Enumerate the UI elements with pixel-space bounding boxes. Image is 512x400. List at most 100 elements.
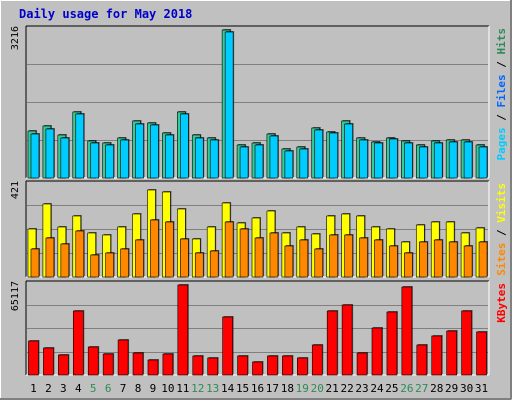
bar-files-day-27	[418, 146, 428, 179]
bar-files-day-25	[389, 138, 398, 179]
bar-files-day-24	[374, 142, 383, 179]
bar-kbytes-day-6	[102, 353, 114, 376]
bar-sites-day-5	[90, 254, 100, 278]
x-tick-label: 21	[326, 382, 339, 395]
bar-files-day-20	[314, 129, 324, 179]
bar-files-day-3	[60, 137, 70, 179]
bar-sites-day-17	[269, 232, 279, 278]
bar-files-day-23	[359, 139, 368, 179]
panel-kbytes: 65117 KBytes	[10, 280, 508, 376]
bar-files-day-4	[75, 113, 85, 179]
bar-sites-day-21	[329, 234, 338, 278]
bar-kbytes-day-5	[87, 346, 99, 376]
bar-files-day-31	[478, 146, 488, 179]
bar-kbytes-day-15	[237, 355, 248, 376]
x-tick-label: 4	[75, 382, 82, 395]
x-tick-label: 31	[475, 382, 488, 395]
x-tick-label: 24	[370, 382, 384, 395]
bar-files-day-15	[239, 146, 249, 179]
bar-kbytes-day-13	[207, 357, 218, 376]
x-tick-label: 29	[445, 382, 458, 395]
panel-max-label: 3216	[10, 26, 21, 50]
bar-sites-day-4	[75, 230, 85, 278]
panel-legend: Pages / Files / Hits	[495, 28, 508, 161]
bar-kbytes-day-7	[117, 339, 129, 376]
bar-sites-day-6	[105, 252, 114, 278]
bar-kbytes-day-3	[58, 354, 69, 376]
chart-title: Daily usage for May 2018	[19, 7, 192, 21]
bar-kbytes-day-21	[326, 310, 338, 376]
bar-kbytes-day-1	[28, 340, 39, 376]
x-tick-label: 7	[120, 382, 127, 395]
x-tick-label: 16	[251, 382, 264, 395]
bar-sites-day-9	[150, 219, 159, 278]
bar-kbytes-day-16	[252, 361, 263, 376]
bar-files-day-13	[209, 139, 219, 179]
bar-sites-day-18	[284, 245, 294, 278]
bar-kbytes-day-19	[297, 357, 308, 376]
bar-sites-day-25	[389, 245, 398, 278]
x-tick-label: 23	[355, 382, 368, 395]
bar-sites-day-1	[30, 248, 40, 278]
bar-sites-day-30	[463, 245, 473, 278]
bar-sites-day-3	[60, 243, 70, 278]
x-tick-label: 10	[161, 382, 174, 395]
legend-text: /	[495, 55, 508, 75]
bar-sites-day-31	[478, 241, 488, 278]
bar-sites-day-8	[135, 239, 144, 278]
x-tick-label: 5	[90, 382, 97, 395]
legend-text: /	[495, 108, 508, 128]
x-tick-label: 26	[400, 382, 413, 395]
bar-kbytes-day-17	[267, 355, 278, 376]
bar-sites-day-14	[224, 221, 234, 278]
x-tick-label: 1	[30, 382, 37, 395]
bar-sites-day-13	[209, 250, 219, 278]
bar-sites-day-12	[194, 252, 204, 278]
bar-kbytes-day-25	[386, 311, 398, 376]
x-tick-label: 8	[135, 382, 142, 395]
bar-files-day-29	[448, 141, 458, 179]
bar-files-day-26	[404, 142, 413, 179]
bar-files-day-5	[90, 142, 100, 179]
bar-kbytes-day-26	[401, 286, 413, 376]
x-tick-label: 27	[415, 382, 428, 395]
legend-text: /	[495, 223, 508, 243]
bar-files-day-6	[105, 144, 114, 179]
bar-sites-day-10	[165, 221, 174, 278]
bar-sites-day-24	[374, 239, 383, 278]
x-tick-label: 2	[45, 382, 52, 395]
bar-files-day-28	[433, 142, 443, 179]
bar-files-day-21	[329, 132, 338, 179]
bar-sites-day-16	[254, 237, 264, 278]
bar-files-day-1	[30, 133, 40, 179]
bar-files-day-30	[463, 141, 473, 179]
x-tick-label: 20	[311, 382, 324, 395]
chart-panels: 3216 Pages / Files / Hits 421 Sites / Visit…	[10, 25, 508, 376]
bar-kbytes-day-18	[282, 355, 293, 376]
bar-kbytes-day-29	[446, 330, 457, 376]
panel-hits-files-pages: 3216 Pages / Files / Hits	[10, 25, 508, 179]
bar-kbytes-day-4	[72, 310, 84, 376]
x-tick-label: 18	[281, 382, 294, 395]
bar-kbytes-day-30	[461, 310, 472, 376]
x-tick-label: 9	[150, 382, 157, 395]
bar-sites-day-29	[448, 241, 458, 278]
bar-kbytes-day-10	[162, 353, 174, 376]
bar-sites-day-28	[433, 239, 443, 278]
x-tick-label: 19	[296, 382, 309, 395]
bar-kbytes-day-2	[43, 347, 54, 376]
bar-files-day-8	[135, 123, 144, 179]
bar-sites-day-20	[314, 248, 324, 278]
bar-files-day-9	[150, 124, 159, 179]
x-tick-label: 14	[221, 382, 235, 395]
legend-text: Sites	[495, 243, 508, 276]
bar-files-day-18	[284, 150, 294, 179]
bar-sites-day-19	[299, 239, 309, 278]
legend-text: Pages	[495, 127, 508, 160]
bar-kbytes-day-31	[476, 331, 487, 376]
bar-files-day-19	[299, 148, 309, 179]
bar-kbytes-day-12	[192, 355, 204, 376]
bar-files-day-11	[180, 113, 189, 179]
x-tick-label: 15	[236, 382, 249, 395]
